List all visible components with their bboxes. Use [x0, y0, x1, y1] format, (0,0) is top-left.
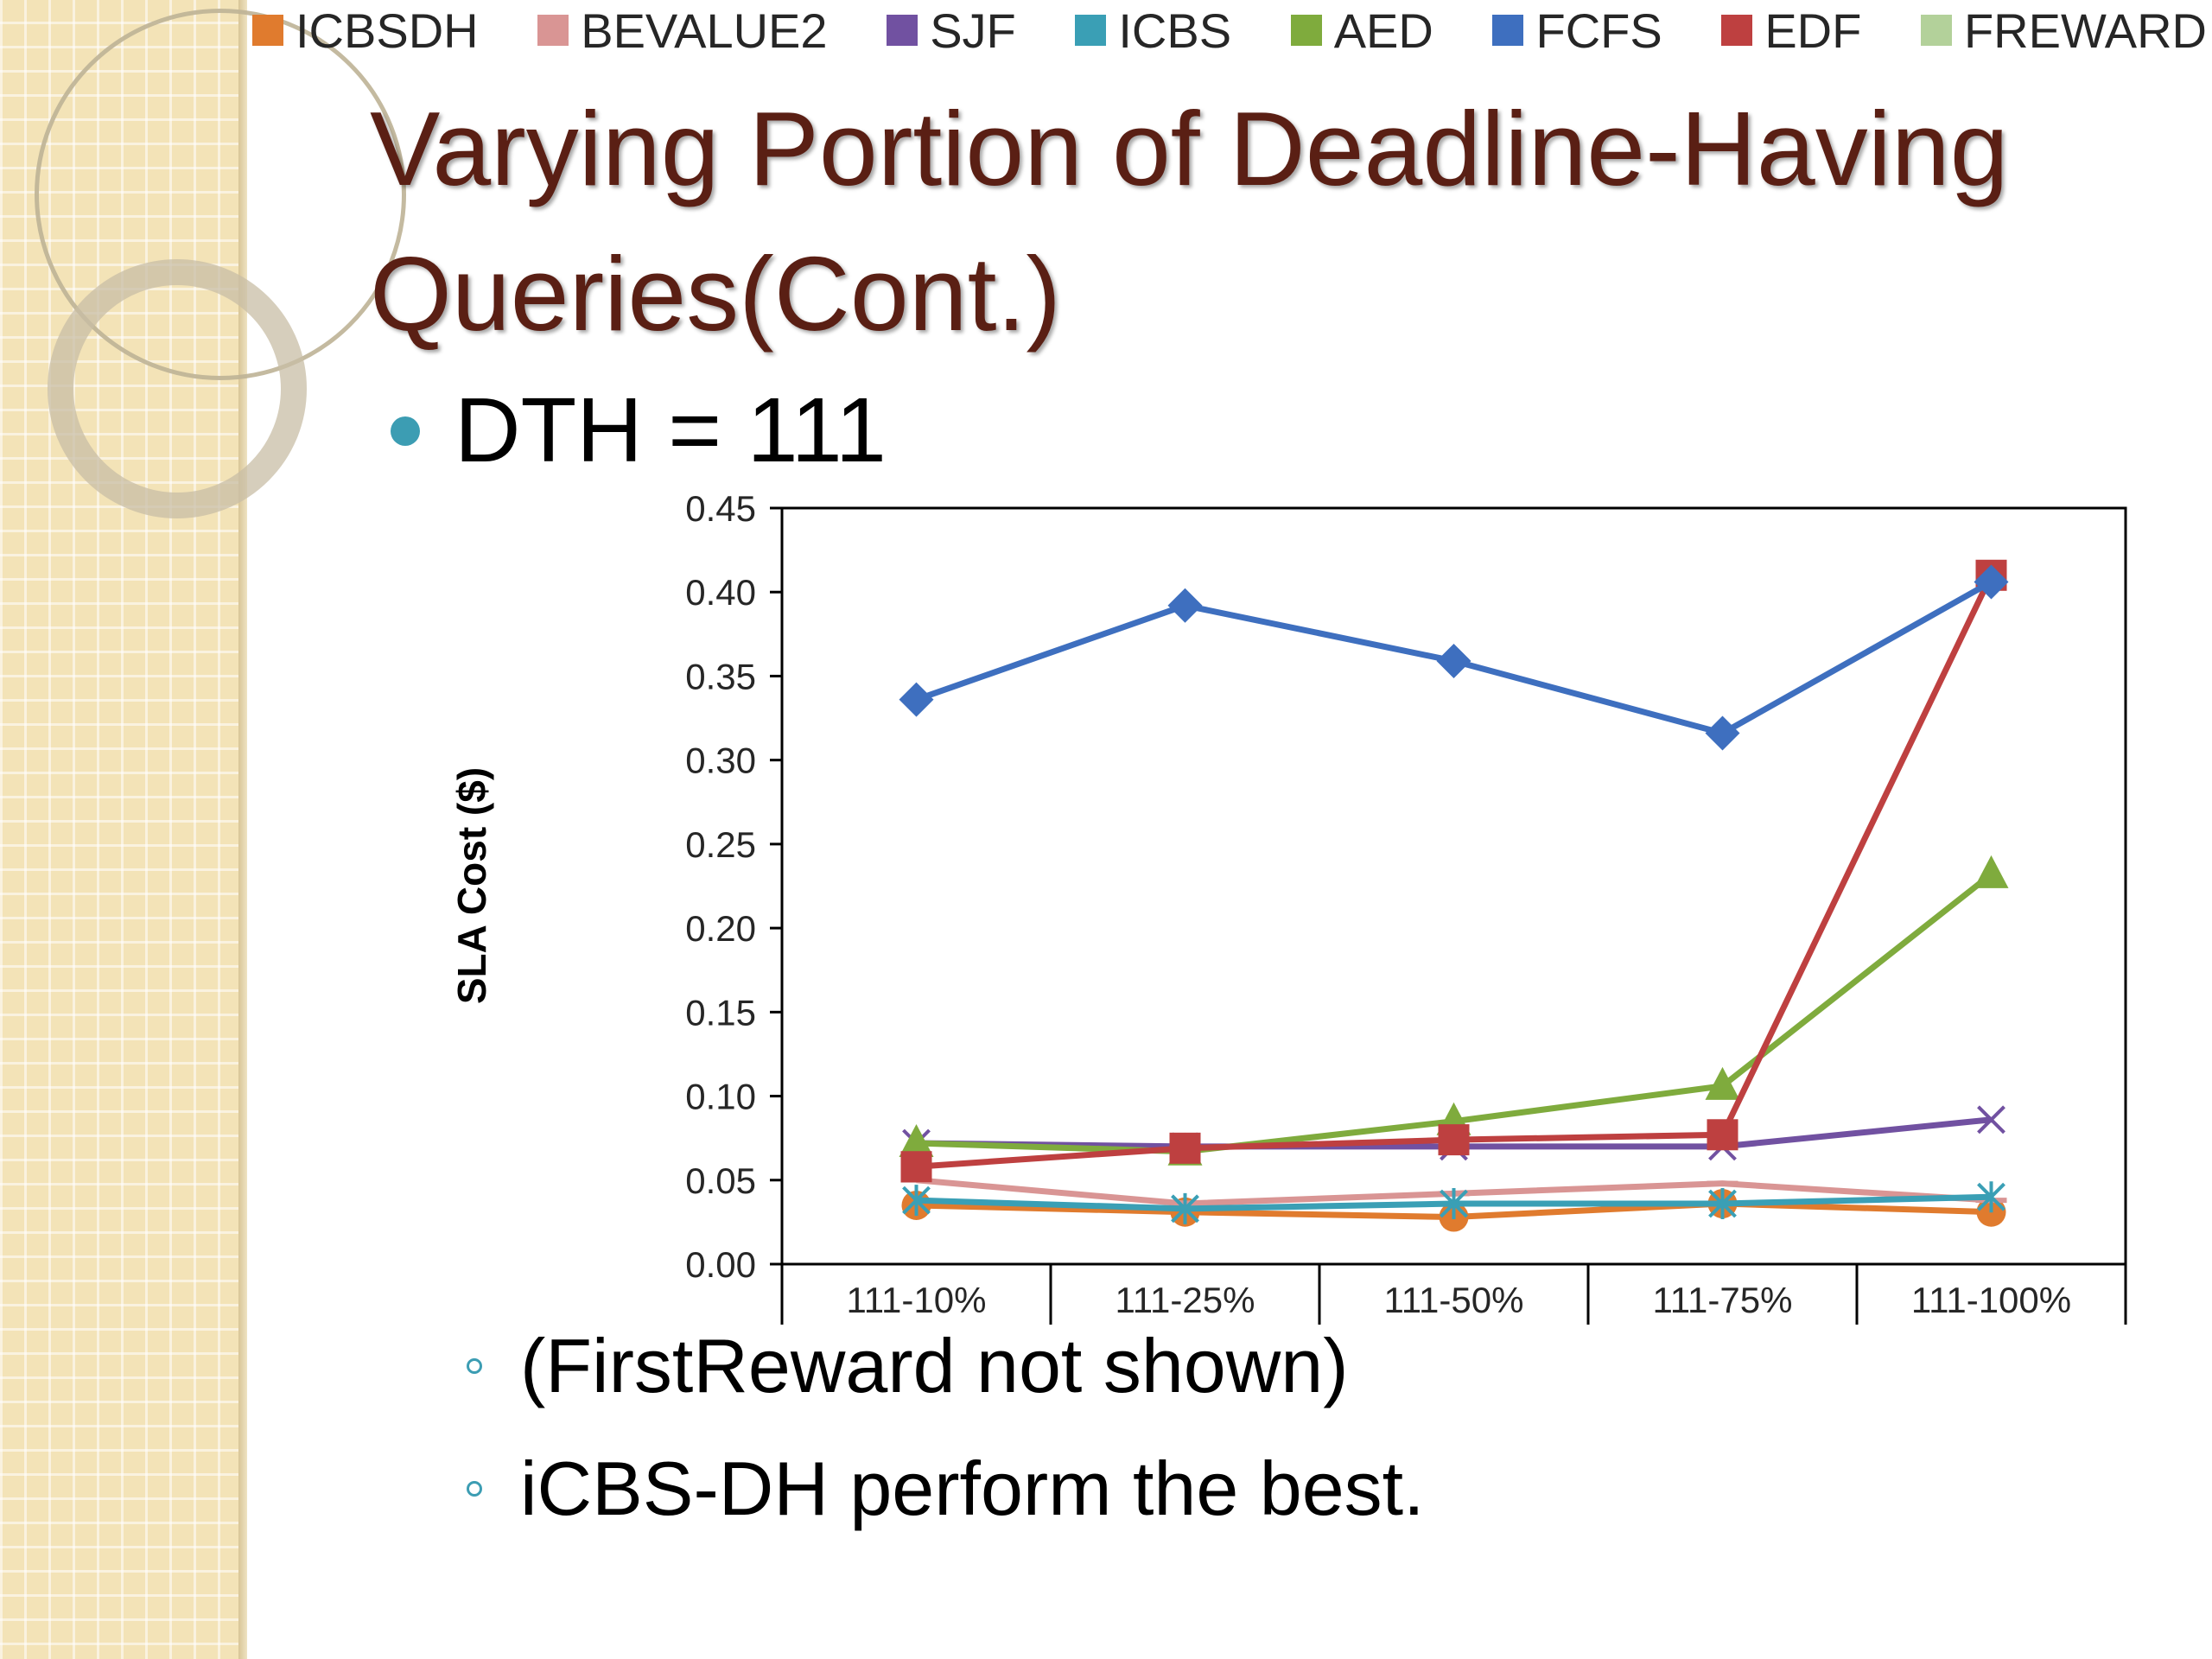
series-icbs [902, 1181, 2005, 1224]
data-point [899, 682, 934, 717]
sub-bullet-text: (FirstReward not shown) [520, 1323, 1349, 1408]
data-point [1974, 564, 2009, 600]
legend-item: ICBSDH [252, 3, 479, 59]
legend-swatch [1721, 15, 1753, 46]
data-point [1977, 1181, 2005, 1213]
y-tick-label: 0.05 [685, 1160, 756, 1201]
y-tick-label: 0.15 [685, 992, 756, 1033]
data-point [1974, 855, 2009, 888]
data-point [902, 1185, 931, 1217]
y-tick-label: 0.25 [685, 824, 756, 865]
series-layer [899, 559, 2009, 1232]
legend-label: FCFS [1535, 3, 1662, 58]
data-point [900, 1151, 932, 1183]
legend-item: AED [1290, 3, 1433, 59]
legend-label: FREWARD [1963, 3, 2207, 58]
legend-label: ICBS [1118, 3, 1232, 58]
y-tick-label: 0.10 [685, 1077, 756, 1117]
data-point [1708, 1188, 1737, 1219]
sub-bullet-conclusion: iCBS-DH perform the best. [467, 1445, 1425, 1533]
legend-swatch [252, 15, 283, 46]
data-point [1436, 643, 1471, 678]
data-point [1707, 1119, 1738, 1151]
sub-bullet-text: iCBS-DH perform the best. [520, 1446, 1425, 1531]
sub-bullet-circle-icon [467, 1358, 482, 1374]
legend-item: ICBS [1075, 3, 1231, 59]
x-tick-label: 111-100% [1911, 1280, 2071, 1320]
main-bullet: DTH = 111 [391, 378, 887, 483]
legend-label: EDF [1764, 3, 1862, 58]
y-tick-label: 0.45 [685, 488, 756, 529]
chart-legend: ICBSDH BEVALUE2 SJF ICBS AED FCFS EDF FR… [244, 0, 2212, 60]
data-point [1977, 1105, 2005, 1135]
legend-item: FREWARD [1920, 3, 2207, 59]
legend-item: EDF [1721, 3, 1861, 59]
data-point [1705, 1066, 1740, 1100]
legend-swatch [1075, 15, 1107, 46]
x-tick-label: 111-75% [1653, 1280, 1793, 1320]
sub-bullet-note: (FirstReward not shown) [467, 1322, 1349, 1410]
bullet-dot-icon [391, 416, 420, 446]
legend-swatch [1920, 15, 1952, 46]
data-point [1167, 588, 1203, 623]
data-point [899, 1124, 934, 1157]
y-tick-label: 0.20 [685, 908, 756, 949]
y-tick-label: 0.00 [685, 1244, 756, 1285]
data-point [1438, 1124, 1470, 1156]
data-point [1440, 1188, 1468, 1219]
legend-label: ICBSDH [296, 3, 479, 58]
legend-swatch [537, 15, 569, 46]
legend-swatch [1290, 15, 1322, 46]
data-point [1169, 1132, 1201, 1164]
y-tick-label: 0.35 [685, 656, 756, 696]
legend-item: FCFS [1492, 3, 1662, 59]
main-bullet-text: DTH = 111 [454, 379, 887, 481]
series-fcfs [899, 564, 2009, 751]
x-tick-label: 111-25% [1116, 1280, 1255, 1320]
data-point [1171, 1192, 1199, 1224]
y-tick-label: 0.40 [685, 572, 756, 613]
sidebar-edge [238, 0, 247, 1659]
legend-swatch [887, 15, 918, 46]
legend-label: SJF [930, 3, 1016, 58]
sub-bullet-circle-icon [467, 1481, 482, 1497]
decorative-ring-small [48, 259, 307, 518]
y-axis: 0.00 0.05 0.10 0.15 0.20 0.25 0.30 0.35 0.40 0.45 [685, 488, 782, 1285]
y-axis-label: SLA Cost ($) [449, 767, 494, 1004]
legend-swatch [1492, 15, 1524, 46]
x-tick-label: 111-50% [1384, 1280, 1524, 1320]
legend-item: BEVALUE2 [537, 3, 828, 59]
x-axis: 111-10% 111-25% 111-50% 111-75% 111-100% [780, 1264, 2127, 1325]
sla-cost-line-chart: 0.00 0.05 0.10 0.15 0.20 0.25 0.30 0.35 0.40 0.45… [449, 488, 2127, 1325]
data-point [1705, 715, 1740, 751]
legend-label: BEVALUE2 [581, 3, 828, 58]
x-tick-label: 111-10% [847, 1280, 987, 1320]
legend-item: SJF [887, 3, 1016, 59]
y-tick-label: 0.30 [685, 741, 756, 781]
slide-title: Varying Portion of Deadline-Having Queri… [370, 90, 2009, 353]
legend-label: AED [1333, 3, 1433, 58]
